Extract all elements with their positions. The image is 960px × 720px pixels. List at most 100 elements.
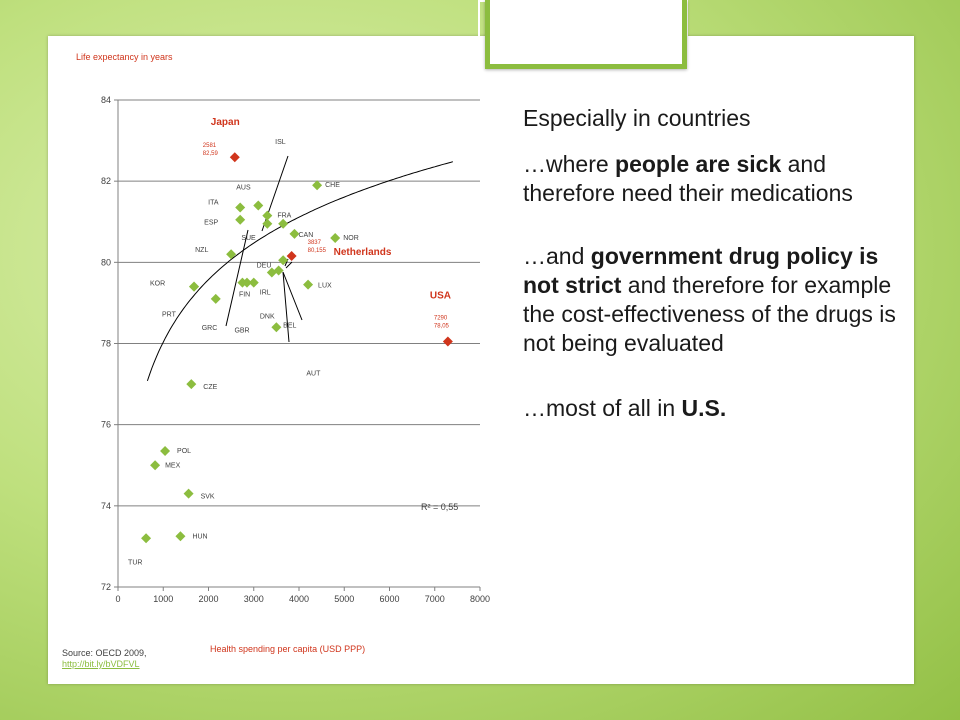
point-label: SVK	[201, 494, 215, 501]
point-label: IRL	[260, 290, 271, 297]
point-label: AUT	[306, 370, 321, 377]
source-label: Source: OECD 2009,	[62, 648, 147, 658]
highlight-value: 2581	[203, 143, 217, 149]
point-label: PRT	[162, 312, 177, 319]
tick-labels: 72 74 76 78 80 82 84 0 1000 2000 3000 4000 5000 6000 7…	[101, 95, 490, 604]
point-label: AUS	[236, 185, 251, 192]
source-note: Source: OECD 2009, http://bit.ly/bVDFVL	[62, 648, 147, 670]
x-tick-label: 1000	[153, 594, 173, 604]
y-tick-label: 74	[101, 501, 111, 511]
x-tick-label: 0	[115, 594, 120, 604]
highlight-point-netherlands	[286, 251, 297, 262]
point-label: SUE	[241, 235, 256, 242]
y-tick-label: 80	[101, 257, 111, 267]
point-label: NOR	[343, 235, 359, 242]
highlight-value: 78,05	[434, 323, 450, 329]
leader-line	[282, 271, 290, 343]
point-label: FRA	[277, 213, 291, 220]
data-point-lux	[303, 279, 314, 290]
y-tick-label: 84	[101, 95, 111, 105]
x-tick-label: 7000	[425, 594, 445, 604]
data-point-svk	[183, 488, 194, 499]
trendline	[146, 161, 454, 382]
leader-line	[285, 261, 293, 269]
point-label: ISL	[275, 139, 286, 146]
axes	[114, 99, 481, 591]
data-points	[141, 152, 453, 544]
point-label: GBR	[234, 328, 249, 335]
y-axis-title: Life expectancy in years	[76, 52, 173, 62]
source-link[interactable]: http://bit.ly/bVDFVL	[62, 659, 140, 669]
highlight-label: Netherlands	[334, 247, 392, 258]
point-label: POL	[177, 448, 191, 455]
data-point-pol	[160, 446, 171, 457]
highlight-point-japan	[229, 152, 240, 163]
data-point-aut	[271, 322, 282, 333]
gridlines	[118, 99, 480, 507]
data-point-irl	[248, 277, 259, 288]
x-tick-label: 6000	[379, 594, 399, 604]
point-labels: TUR HUN SVK MEX POL CZE GRC PRT KOR NZL FIN GBR IRL D…	[128, 117, 451, 566]
trend-curve	[146, 161, 454, 382]
y-tick-label: 76	[101, 420, 111, 430]
point-label: CHE	[325, 182, 340, 189]
highlight-point-usa	[442, 336, 453, 347]
r-squared-label: R² = 0,55	[421, 502, 458, 512]
leader-line	[225, 229, 249, 327]
x-tick-label: 8000	[470, 594, 490, 604]
data-point-aus	[253, 200, 264, 211]
y-tick-label: 82	[101, 176, 111, 186]
point-label: MEX	[165, 462, 181, 469]
data-point-mex	[150, 460, 161, 471]
data-point-gbr	[237, 277, 248, 288]
point-label: DNK	[260, 313, 275, 320]
x-tick-label: 2000	[198, 594, 218, 604]
x-tick-label: 5000	[334, 594, 354, 604]
highlight-value: 82,59	[203, 151, 219, 157]
point-label: DEU	[257, 262, 272, 269]
point-label: FIN	[239, 292, 250, 299]
point-label: KOR	[150, 281, 165, 288]
point-label: CZE	[203, 384, 217, 391]
point-label: ESP	[204, 220, 218, 227]
point-label: ITA	[208, 200, 219, 207]
point-label: BEL	[283, 322, 296, 329]
point-3: …most of all in U.S.	[523, 395, 727, 421]
data-point-cze	[186, 379, 197, 390]
data-point-bel	[278, 255, 289, 266]
data-point-ita	[235, 202, 246, 213]
highlight-label: USA	[430, 290, 451, 301]
data-point-hun	[175, 531, 186, 542]
data-point-esp	[235, 214, 246, 225]
x-tick-label: 3000	[244, 594, 264, 604]
highlight-value: 7290	[434, 315, 448, 321]
slide	[48, 36, 914, 684]
decorative-tab	[485, 0, 687, 69]
data-point-isl	[278, 218, 289, 229]
y-tick-label: 78	[101, 339, 111, 349]
point-2: …and government drug policy is not stric…	[523, 243, 896, 356]
point-label: LUX	[318, 283, 332, 290]
point-label: HUN	[192, 533, 207, 540]
x-tick-label: 4000	[289, 594, 309, 604]
data-point-tur	[141, 533, 152, 544]
point-label: CAN	[298, 232, 313, 239]
data-point-kor	[189, 281, 200, 292]
heading: Especially in countries	[523, 105, 751, 131]
point-label: NZL	[195, 247, 208, 254]
data-point-nor	[330, 232, 341, 243]
slide-text: Especially in countries …where people ar…	[523, 104, 903, 423]
leader-line	[282, 271, 303, 321]
point-1: …where people are sick and therefore nee…	[523, 151, 853, 206]
data-point-fra	[262, 210, 273, 221]
data-point-grc	[210, 293, 221, 304]
y-tick-label: 72	[101, 582, 111, 592]
point-label: GRC	[202, 325, 218, 332]
data-point-can	[289, 228, 300, 239]
x-axis-title: Health spending per capita (USD PPP)	[210, 644, 366, 654]
highlight-value: 3837	[308, 240, 322, 246]
highlight-label: Japan	[211, 117, 240, 128]
data-point-che	[312, 180, 323, 191]
data-point-deu	[273, 265, 284, 276]
